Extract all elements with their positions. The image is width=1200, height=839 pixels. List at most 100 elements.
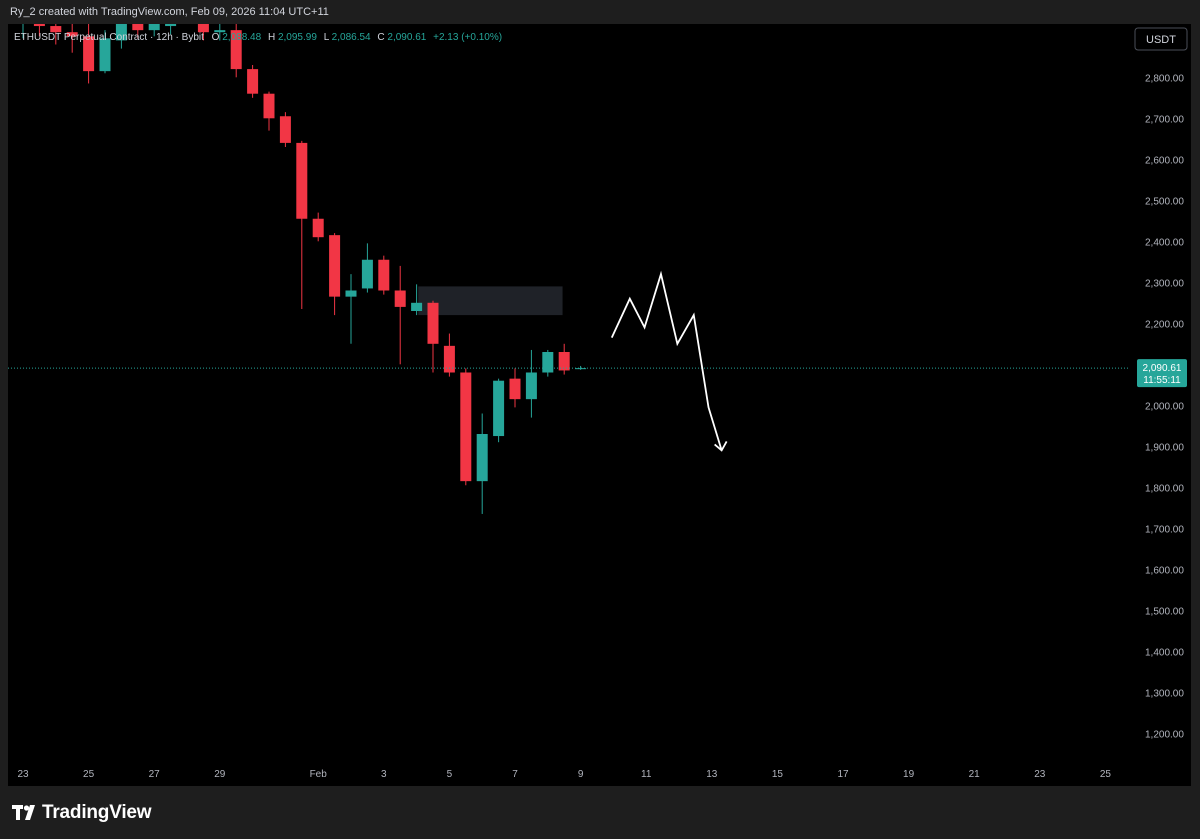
candle[interactable] [345,274,357,344]
candle[interactable] [18,24,29,39]
tradingview-logo-text: TradingView [42,802,152,823]
candle-body [197,24,209,33]
resistance-zone[interactable] [418,286,563,316]
time-tick-label: 7 [512,769,518,780]
candle-body [50,26,62,33]
time-tick-label: 5 [447,769,453,780]
time-tick-label: 23 [17,769,29,780]
candle[interactable] [394,265,406,365]
candle-body [345,290,357,297]
candle[interactable] [558,343,570,375]
candle-body [509,378,521,400]
candle[interactable] [575,365,587,370]
candle[interactable] [542,349,554,377]
candle-body [230,30,242,70]
price-tick-label: 1,400.00 [1145,647,1184,658]
candle-body [115,24,127,41]
candle[interactable] [443,333,455,377]
candle[interactable] [99,30,111,74]
candle-body [493,380,505,437]
candle-body [99,38,111,72]
candle[interactable] [66,24,78,53]
projection-path[interactable] [610,270,723,451]
time-tick-label: 9 [578,769,584,780]
candle[interactable] [263,91,275,131]
legend-open-value: 2,088.48 [222,32,261,43]
candle[interactable] [148,24,160,37]
candle-body [279,116,291,143]
time-tick-label: 11 [641,769,652,780]
symbol-legend: ETHUSDT Perpetual Contract · 12h · Bybit… [14,32,502,43]
candle[interactable] [509,368,521,408]
time-tick-label: Feb [310,769,328,780]
candle-body [132,24,144,31]
legend-high-value: 2,095.99 [278,32,317,43]
price-tick-label: 1,300.00 [1145,688,1184,699]
time-tick-label: 25 [1100,769,1112,780]
projection-arrowhead [714,440,728,452]
candle-body [312,218,324,238]
price-tick-label: 2,800.00 [1145,73,1184,84]
candle-body [361,259,373,289]
price-axis[interactable]: 1,200.00 1,300.00 1,400.00 1,500.00 1,600.00… [1145,32,1184,740]
candle[interactable] [247,65,259,98]
legend-high-label: H [268,32,275,43]
candle[interactable] [411,284,423,316]
candle[interactable] [8,24,12,49]
candle-body [427,302,439,344]
candle[interactable] [165,24,177,35]
chart-credit: Ry_2 created with TradingView.com, Feb 0… [0,0,1200,24]
candle[interactable] [460,368,472,486]
bar-countdown: 11:55:11 [1143,375,1181,386]
time-tick-label: 23 [1034,769,1046,780]
price-tick-label: 1,900.00 [1145,442,1184,453]
candle[interactable] [197,24,209,41]
price-tick-label: 2,200.00 [1145,319,1184,330]
candle-body [558,352,570,371]
candle[interactable] [493,378,505,443]
chart-pane[interactable]: ETHUSDT Perpetual Contract · 12h · Bybit… [8,24,1191,786]
time-tick-label: 27 [149,769,161,780]
time-axis[interactable]: 23 25 27 29 Feb 3 5 7 9 11 13 15 17 19 21 23 25 [17,769,1111,780]
time-tick-label: 15 [772,769,784,780]
candle-body [148,24,160,31]
candle[interactable] [230,24,242,78]
candle[interactable] [312,212,324,242]
candle[interactable] [361,243,373,293]
currency-button-label: USDT [1146,34,1176,46]
candle[interactable] [33,24,45,37]
candle-body [476,434,488,482]
candle-body [575,368,587,370]
candle[interactable] [214,24,226,41]
candle[interactable] [50,24,62,45]
legend-low-label: L [324,32,330,43]
candle-body [329,235,341,297]
candle-body [411,302,423,311]
candle[interactable] [329,233,341,316]
price-tick-label: 1,500.00 [1145,606,1184,617]
candle-body [165,24,177,27]
price-tick-label: 1,700.00 [1145,524,1184,535]
price-tick-label: 1,200.00 [1145,729,1184,740]
candle[interactable] [378,255,390,295]
candle[interactable] [132,24,144,39]
price-tick-label: 2,300.00 [1145,278,1184,289]
candle[interactable] [296,140,308,309]
legend-open-label: O [212,32,220,43]
last-price-value: 2,090.61 [1143,363,1182,374]
candle-body [443,345,455,373]
candle-body [542,352,554,373]
tradingview-logo[interactable]: TradingView [12,802,152,824]
candle[interactable] [279,112,291,147]
candle[interactable] [427,300,439,373]
candlestick-chart[interactable]: ETHUSDT Perpetual Contract · 12h · Bybit… [8,24,1191,786]
candle[interactable] [115,24,127,49]
candle[interactable] [525,349,537,418]
candle[interactable] [83,24,95,84]
candle[interactable] [476,413,488,514]
candle-body [394,290,406,307]
currency-button[interactable]: USDT [1134,27,1188,51]
price-tick-label: 1,800.00 [1145,483,1184,494]
price-tick-label: 2,500.00 [1145,196,1184,207]
time-tick-label: 19 [903,769,915,780]
